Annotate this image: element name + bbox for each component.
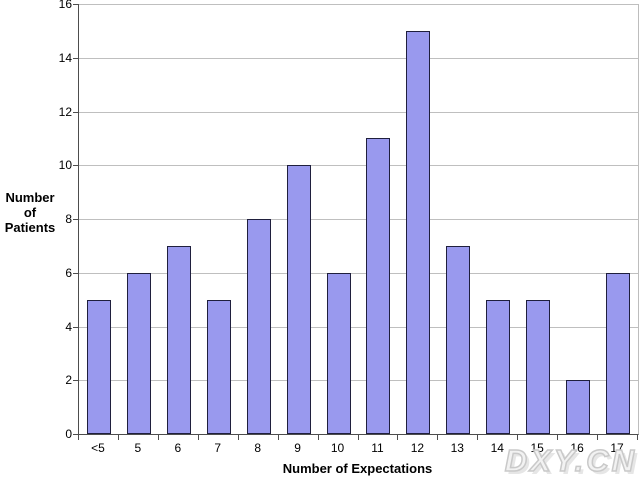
bar-6	[166, 245, 191, 434]
y-tick-label: 16	[58, 0, 72, 11]
x-tick-label: 10	[330, 441, 345, 455]
y-tick-mark	[73, 219, 78, 220]
x-tick-label: 13	[450, 441, 464, 455]
plot-area	[78, 4, 639, 435]
x-tick-mark	[637, 435, 638, 440]
x-tick-label: 5	[134, 441, 142, 455]
x-tick-mark	[357, 435, 359, 440]
bar-<5	[86, 299, 111, 434]
y-tick-label: 14	[58, 50, 72, 65]
gridline	[79, 272, 638, 274]
x-tick-mark	[78, 435, 79, 440]
x-tick-label: 9	[294, 441, 301, 455]
y-tick-label: 10	[58, 158, 72, 173]
y-tick-label: 12	[58, 104, 72, 119]
y-tick-mark	[73, 380, 78, 382]
bar-10	[326, 272, 351, 434]
bar-15	[526, 299, 551, 434]
y-tick-label: 2	[65, 373, 72, 388]
bar-5	[126, 272, 151, 434]
y-tick-mark	[73, 165, 78, 167]
bar-7	[206, 299, 231, 434]
y-axis-title: Number of Patients	[4, 190, 56, 235]
bar-8	[246, 219, 271, 434]
x-tick-mark	[157, 435, 159, 440]
x-tick-mark	[197, 435, 199, 440]
bar-16	[566, 380, 591, 434]
y-tick-label: 8	[65, 212, 72, 226]
y-tick-label: 0	[65, 427, 72, 441]
y-tick-mark	[73, 326, 78, 328]
x-tick-label: 16	[570, 441, 584, 455]
y-tick-label: 4	[65, 319, 72, 334]
y-tick-mark	[73, 111, 78, 113]
gridline	[79, 111, 638, 113]
x-tick-mark	[597, 435, 599, 440]
x-tick-mark	[277, 435, 279, 440]
y-tick-mark	[73, 4, 78, 5]
x-tick-label: 15	[530, 441, 544, 455]
bar-11	[366, 138, 391, 434]
x-tick-label: 11	[371, 441, 384, 455]
x-tick-label: <5	[91, 441, 105, 455]
x-tick-label: 6	[174, 441, 182, 455]
x-tick-label: 7	[214, 441, 222, 455]
bar-9	[286, 165, 311, 434]
gridline	[79, 326, 638, 328]
x-tick-mark	[397, 435, 399, 440]
bar-13	[446, 245, 471, 434]
x-tick-label: 17	[610, 441, 624, 455]
x-tick-mark	[437, 435, 439, 440]
x-tick-mark	[237, 435, 239, 440]
bar-14	[486, 299, 511, 434]
x-tick-label: 8	[254, 441, 261, 455]
bar-17	[606, 272, 631, 434]
y-tick-mark	[73, 57, 78, 59]
y-tick-label: 6	[65, 265, 72, 280]
x-tick-mark	[477, 435, 479, 440]
gridline	[79, 4, 638, 5]
x-tick-label: 12	[410, 441, 425, 455]
x-axis-title: Number of Expectations	[282, 461, 433, 476]
gridline	[79, 380, 638, 382]
gridline	[79, 219, 638, 220]
x-tick-mark	[117, 435, 119, 440]
gridline	[79, 57, 638, 59]
x-tick-mark	[317, 435, 319, 440]
x-tick-mark	[557, 435, 559, 440]
gridline	[79, 165, 638, 167]
y-tick-mark	[73, 434, 78, 435]
x-tick-mark	[517, 435, 519, 440]
y-tick-mark	[73, 272, 78, 274]
bar-12	[406, 30, 431, 434]
x-tick-label: 14	[490, 441, 504, 455]
